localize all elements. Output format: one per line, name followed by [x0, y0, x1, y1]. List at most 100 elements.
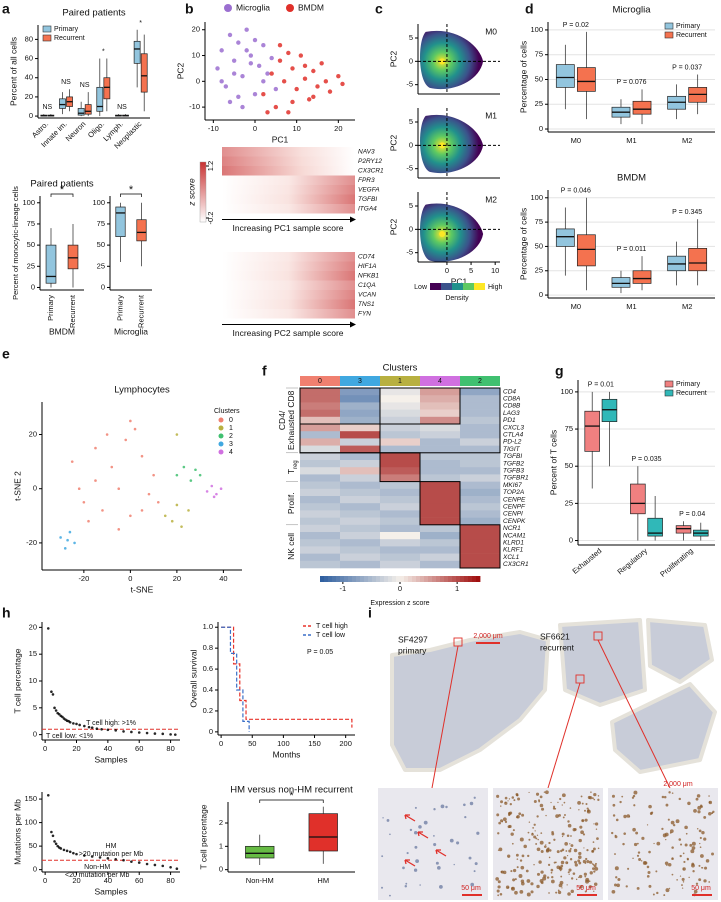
heat-cell [460, 431, 501, 439]
stained-cell [704, 866, 708, 870]
stained-cell [575, 878, 578, 881]
stained-cell [583, 847, 585, 849]
heat-cell [380, 517, 421, 526]
colorbar-step [356, 576, 361, 582]
stained-cell [548, 849, 552, 852]
stained-cell [611, 889, 616, 894]
heat-cell [460, 496, 501, 504]
point [261, 79, 266, 84]
point [53, 840, 56, 843]
stained-cell [678, 838, 682, 841]
point [290, 66, 295, 71]
legend-label: Primary [676, 381, 701, 388]
stained-cell [519, 890, 524, 894]
stained-cell [495, 877, 499, 881]
point [46, 793, 50, 797]
heat-cell [460, 553, 501, 562]
y-tick-label: 100 [92, 198, 105, 207]
point [82, 500, 86, 504]
colorbar-label: z score [186, 178, 196, 207]
heat-cell [420, 452, 461, 461]
stained-cell [512, 878, 516, 882]
y-tick-label: 20 [29, 430, 37, 439]
stained-cell [536, 847, 541, 852]
y-tick-label: 1.0 [203, 622, 213, 631]
point [231, 58, 237, 63]
box [647, 517, 663, 537]
legend-swatch [664, 22, 674, 30]
stained-cell [386, 819, 390, 822]
heat-cell [340, 553, 381, 562]
y-tick-label: 5 [409, 117, 413, 126]
annotation: P = 0.046 [561, 188, 591, 195]
point [114, 857, 118, 861]
heat-cell [340, 416, 381, 425]
stained-cell [539, 795, 543, 799]
annotation: * [102, 48, 105, 55]
heat-cell [380, 510, 421, 518]
chart-title: Clusters [383, 363, 418, 374]
stained-cell [538, 799, 541, 802]
colorbar-step [332, 576, 337, 582]
colorbar-step [468, 576, 473, 582]
box [601, 398, 618, 422]
colorbar-step [428, 576, 433, 582]
box [675, 525, 692, 534]
y-tick-label: 100 [24, 818, 37, 827]
point [273, 86, 279, 92]
density-blob [420, 203, 484, 262]
stained-cell [584, 890, 587, 893]
stained-cell [508, 811, 511, 815]
heat-cell [340, 524, 381, 533]
annotation: NS [80, 82, 90, 89]
y-tick-label: 5 [409, 201, 413, 210]
gene-label: FYN [358, 310, 371, 317]
point [286, 110, 291, 115]
heat-cell [340, 517, 381, 526]
stained-cell [580, 795, 583, 798]
heat-row [222, 280, 355, 290]
gene-label: CX3CR1 [358, 167, 384, 174]
stained-cell [635, 831, 639, 835]
y-tick-label: 0 [33, 865, 37, 874]
stained-cell [532, 826, 535, 829]
stained-cell [615, 818, 619, 822]
point [187, 509, 190, 512]
point [319, 61, 324, 66]
x-tick-label: 40 [104, 744, 112, 753]
colorbar-step [476, 576, 481, 582]
box [632, 270, 652, 284]
stained-cell [617, 877, 621, 882]
stained-cell [569, 847, 572, 850]
y-axis-label: PC2 [388, 50, 398, 67]
point [315, 84, 320, 89]
point [248, 61, 254, 66]
stained-cell [656, 841, 661, 846]
stained-cell [681, 877, 685, 881]
stained-cell [526, 879, 531, 883]
stained-cell [521, 813, 525, 817]
stained-cell [558, 883, 563, 888]
stained-cell [498, 847, 503, 852]
stained-cell [473, 796, 476, 799]
stained-cell [535, 837, 538, 840]
tissue-section [558, 618, 647, 707]
point [231, 71, 237, 76]
stained-cell [683, 860, 686, 864]
stained-cell [591, 849, 595, 853]
roi-arrow [547, 682, 581, 789]
heat-cell [460, 409, 501, 418]
stained-cell [577, 800, 581, 805]
stained-cell [591, 797, 594, 800]
gene-label: CTLA4 [503, 432, 524, 439]
x-tick-label: Proliferating [658, 546, 694, 579]
point [212, 495, 216, 499]
stained-cell [663, 894, 666, 897]
legend-label: T cell low [316, 632, 346, 639]
stained-cell [593, 792, 597, 797]
legend-label: Recurrent [676, 32, 707, 39]
annotation: P = 0.05 [307, 649, 333, 656]
x-tick-label: 5 [469, 266, 473, 275]
gene-label: NCAM1 [503, 532, 526, 539]
heat-cell [300, 424, 341, 432]
